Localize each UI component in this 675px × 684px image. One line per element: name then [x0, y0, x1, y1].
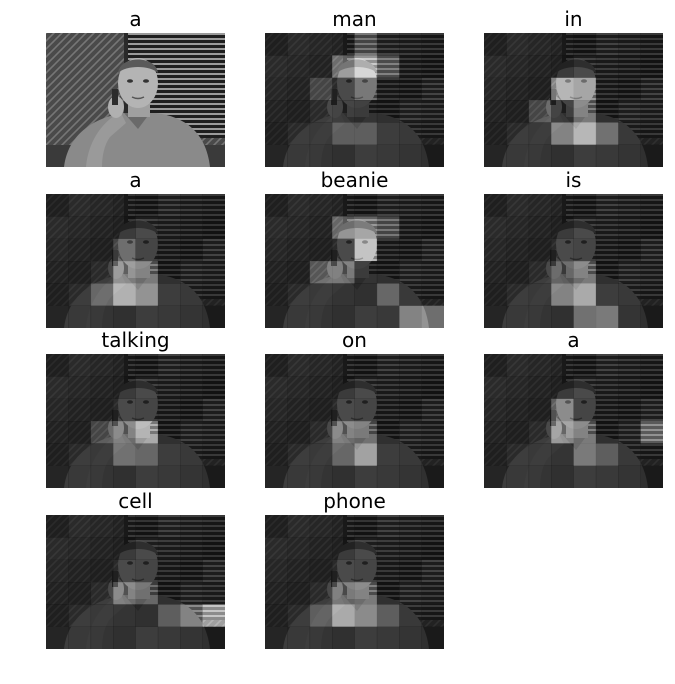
- word-label: is: [565, 168, 582, 192]
- word-label: a: [129, 168, 142, 192]
- attention-heatmap-image: [265, 354, 444, 488]
- word-label: talking: [101, 328, 170, 352]
- attention-heatmap-image: [46, 194, 225, 328]
- word-label: in: [564, 7, 583, 31]
- word-label: a: [567, 328, 580, 352]
- base-image: [46, 33, 225, 167]
- word-label: cell: [118, 489, 153, 513]
- word-label: a: [129, 7, 142, 31]
- word-label: beanie: [320, 168, 389, 192]
- attention-heatmap-image: [265, 515, 444, 649]
- attention-heatmap-image: [484, 354, 663, 488]
- attention-heatmap-image: [265, 194, 444, 328]
- word-label: man: [332, 7, 377, 31]
- attention-heatmap-image: [484, 194, 663, 328]
- attention-heatmap-image: [46, 515, 225, 649]
- attention-heatmap-image: [265, 33, 444, 167]
- attention-heatmap-image: [484, 33, 663, 167]
- word-label: on: [342, 328, 367, 352]
- attention-heatmap-image: [46, 354, 225, 488]
- word-label: phone: [323, 489, 386, 513]
